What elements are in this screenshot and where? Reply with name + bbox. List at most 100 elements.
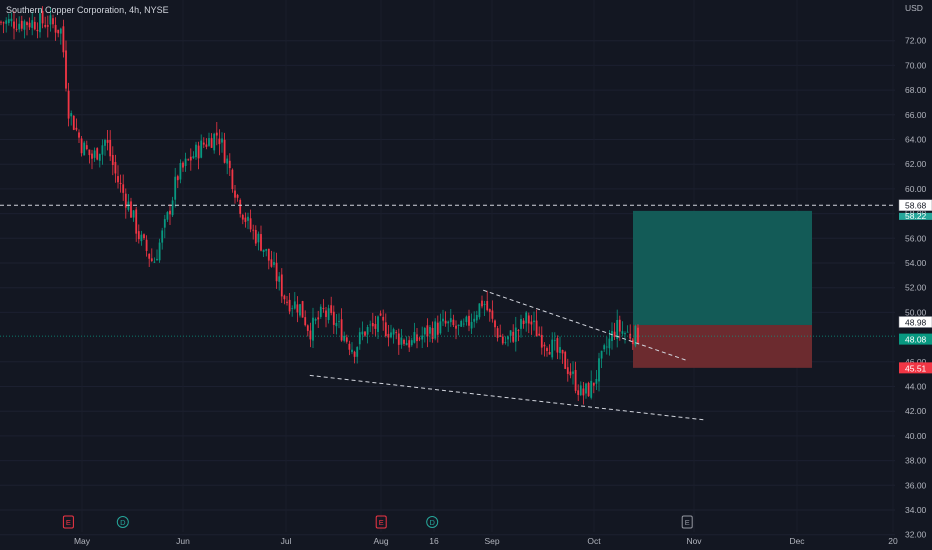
earnings-marker[interactable] [375,515,387,529]
candle-body [132,210,135,218]
candle-body [291,307,294,309]
candle-body [598,358,600,382]
candle-body [418,338,421,340]
candle-body [504,342,507,343]
candle-body [26,22,28,26]
candle-body [182,162,184,168]
candle-body [124,193,127,208]
candle-body [637,327,639,344]
candle-body [364,331,366,336]
earnings-marker[interactable] [681,515,693,529]
candlestick-series [0,6,639,405]
candle-body [384,322,387,337]
trend-line[interactable] [309,374,705,421]
candle-body [514,327,517,342]
candle-body [0,21,2,23]
price-tick-label: 40.00 [905,431,927,441]
candle-body [512,331,515,342]
candle-body [156,258,158,261]
candle-body [169,210,171,215]
candle-body [158,242,161,261]
candle-body [161,230,164,243]
candle-body [356,347,359,357]
candle-body [517,330,520,331]
price-tick-label: 34.00 [905,505,927,515]
candle-body [540,334,543,348]
time-tick-label: Jun [176,536,190,546]
candle-body [496,328,499,338]
candle-body [143,234,145,239]
candle-body [18,23,21,30]
candle-body [301,301,304,318]
candle-body [455,325,457,329]
dividend-marker[interactable] [426,516,439,528]
candle-body [379,313,382,316]
candle-body [57,29,60,34]
candle-body [187,159,190,161]
candle-body [462,323,465,325]
candle-body [145,239,148,251]
candle-body [122,184,125,193]
earnings-marker-letter: E [685,518,690,527]
candle-body [197,145,200,159]
candle-body [96,148,99,160]
candle-body [54,24,57,33]
candle-body [564,351,567,369]
candle-body [447,321,450,324]
candle-body [509,330,512,336]
candle-body [548,352,551,355]
trend-line[interactable] [483,289,688,362]
candle-body [28,22,31,28]
candle-body [473,318,476,322]
price-axis[interactable]: 72.0070.0068.0066.0064.0062.0060.0058.00… [898,3,932,540]
drawing-lines[interactable] [0,204,895,421]
candle-body [304,317,307,326]
candle-body [171,200,174,216]
position-profit-zone[interactable] [633,210,812,325]
candle-body [426,325,429,337]
candle-body [546,348,548,352]
candle-body [306,325,309,331]
price-label-text: 45.51 [905,363,927,373]
candle-body [559,347,561,353]
earnings-marker[interactable] [62,515,74,529]
candle-body [330,305,333,313]
candle-body [460,320,463,327]
candle-body [530,321,533,325]
candle-body [416,334,418,342]
candle-body [491,310,494,319]
candle-body [429,326,431,334]
time-tick-label: Jul [281,536,292,546]
dividend-marker[interactable] [116,516,129,528]
price-tick-label: 32.00 [905,530,927,540]
candle-body [208,138,210,146]
candle-body [590,380,593,398]
candle-body [265,249,268,251]
price-label-text: 58.22 [905,211,927,221]
long-position-tool[interactable] [633,210,812,368]
candle-body [117,176,119,183]
candle-body [278,276,281,282]
price-tick-label: 66.00 [905,110,927,120]
time-axis[interactable]: May Jun Jul Aug 16 Sep Oct Nov Dec 20 [74,536,898,546]
candle-body [553,340,556,342]
price-tick-label: 46.00 [905,357,927,367]
candle-body [442,318,444,322]
candle-body [83,142,86,156]
candle-body [431,327,434,339]
candle-body [226,158,229,164]
candle-body [592,382,595,386]
time-tick-label: 20 [888,536,898,546]
candle-body [85,145,88,150]
price-tick-label: 54.00 [905,258,927,268]
candle-body [317,317,320,320]
candle-body [119,182,122,184]
position-loss-zone[interactable] [633,324,812,368]
candle-body [153,261,156,263]
candle-body [338,321,340,322]
candle-body [218,138,221,145]
candle-body [470,321,473,329]
candle-body [327,308,330,321]
